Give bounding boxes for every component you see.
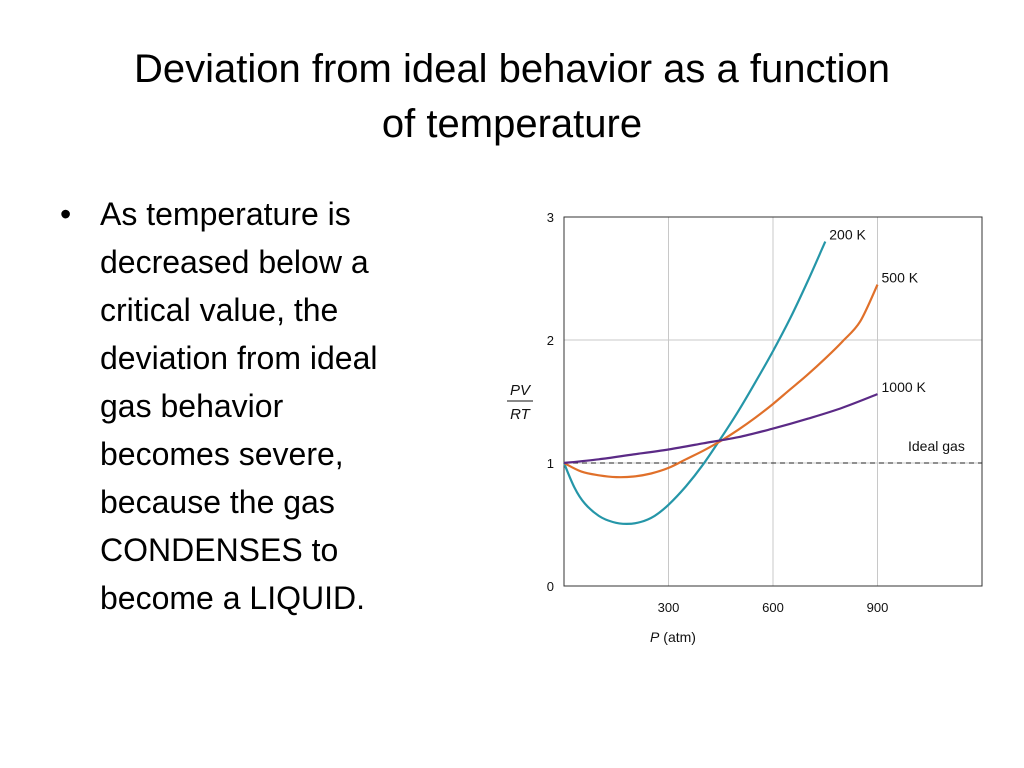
bullet-line: because the gas (100, 484, 335, 520)
y-tick-label: 1 (547, 456, 554, 471)
slide-title-line-1: Deviation from ideal behavior as a funct… (134, 47, 890, 91)
ideal-gas-label: Ideal gas (908, 438, 965, 454)
bullet-line: As temperature is (100, 196, 351, 232)
series-line-1000-k (563, 393, 878, 465)
series-label: 200 K (829, 227, 866, 243)
x-axis-label-symbol: P (650, 629, 660, 645)
plot-frame (563, 216, 983, 587)
slide-title-line-2: of temperature (381, 102, 643, 146)
bullet-line: CONDENSES to (100, 532, 339, 568)
bullet-list: • As temperature is decreased below a cr… (58, 190, 458, 622)
bullet-line: critical value, the (100, 292, 339, 328)
x-tick-label: 600 (762, 600, 784, 615)
y-tick-label: 3 (547, 210, 554, 225)
x-axis-label-unit: (atm) (659, 629, 696, 645)
y-axis-label-denominator: RT (510, 406, 532, 423)
y-tick-label: 0 (547, 579, 554, 594)
series-label: 1000 K (882, 379, 927, 395)
y-axis-label-numerator: PV (510, 382, 532, 399)
series-line-200-k (562, 241, 827, 526)
y-tick-label: 2 (547, 333, 554, 348)
x-tick-label: 300 (658, 600, 680, 615)
slide-title: Deviation from ideal behavior as a funct… (40, 42, 984, 152)
bullet-line: become a LIQUID. (100, 580, 365, 616)
bullet-line: deviation from ideal (100, 340, 378, 376)
series-line-500-k (563, 284, 879, 479)
bullet-line: gas behavior (100, 388, 284, 424)
bullet-line: decreased below a (100, 244, 369, 280)
bullet-item: • As temperature is decreased below a cr… (58, 190, 458, 622)
bullet-line: becomes severe, (100, 436, 344, 472)
bullet-dot-icon: • (60, 196, 72, 232)
series-label: 500 K (882, 270, 919, 286)
x-axis-label: P (atm) (650, 629, 696, 645)
x-tick-label: 900 (867, 600, 889, 615)
